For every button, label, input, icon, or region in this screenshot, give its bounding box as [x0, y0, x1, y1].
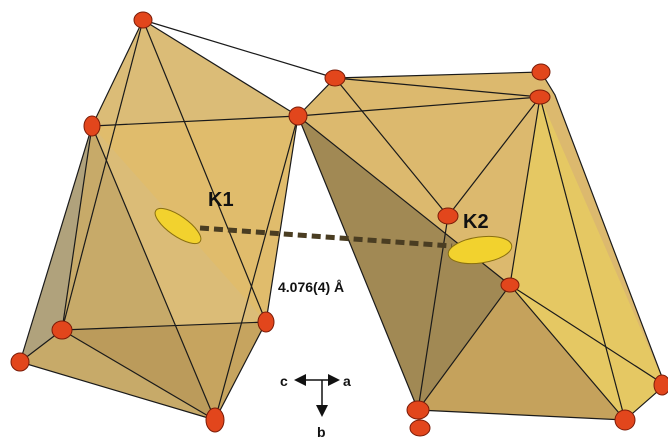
axis-c: c — [280, 373, 288, 389]
edges — [18, 19, 666, 421]
axis-a: a — [343, 373, 351, 389]
k2-label: K2 — [463, 211, 489, 233]
k2-atom — [447, 235, 513, 265]
k1-label: K1 — [208, 189, 234, 211]
k1-atom — [154, 207, 202, 245]
distance-label: 4.076(4) Å — [278, 279, 344, 295]
axis-indicator: c a b — [280, 373, 351, 440]
k-k-contact — [199, 225, 453, 249]
axis-b: b — [317, 424, 326, 440]
oxygen-atoms — [10, 11, 668, 437]
